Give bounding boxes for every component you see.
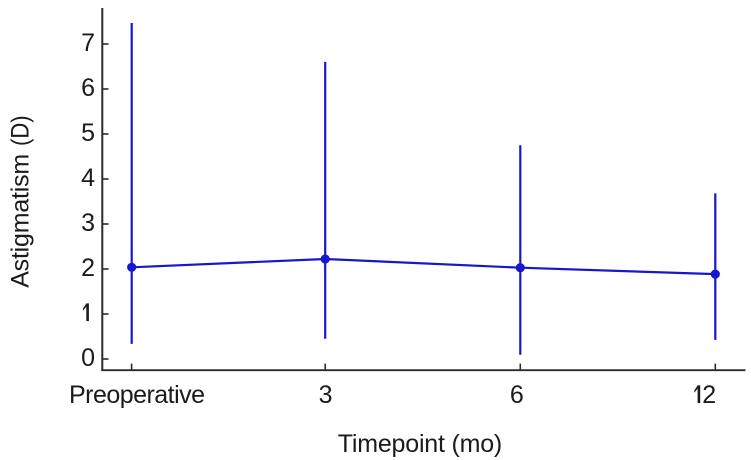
svg-text:6: 6 (81, 74, 95, 102)
svg-text:3: 3 (319, 381, 333, 409)
svg-text:2: 2 (81, 254, 95, 282)
svg-text:Astigmatism: Astigmatism (6, 154, 34, 288)
svg-text:Preoperative: Preoperative (69, 381, 205, 409)
svg-text:0: 0 (81, 344, 95, 372)
svg-text:Timepoint (mo): Timepoint (mo) (338, 430, 503, 458)
svg-text:6: 6 (510, 381, 524, 409)
svg-text:3: 3 (81, 209, 95, 237)
svg-text:2: 2 (702, 381, 716, 409)
svg-text:(D): (D) (6, 115, 34, 146)
svg-text:4: 4 (81, 164, 95, 192)
svg-text:7: 7 (81, 29, 95, 57)
svg-text:5: 5 (81, 119, 95, 147)
